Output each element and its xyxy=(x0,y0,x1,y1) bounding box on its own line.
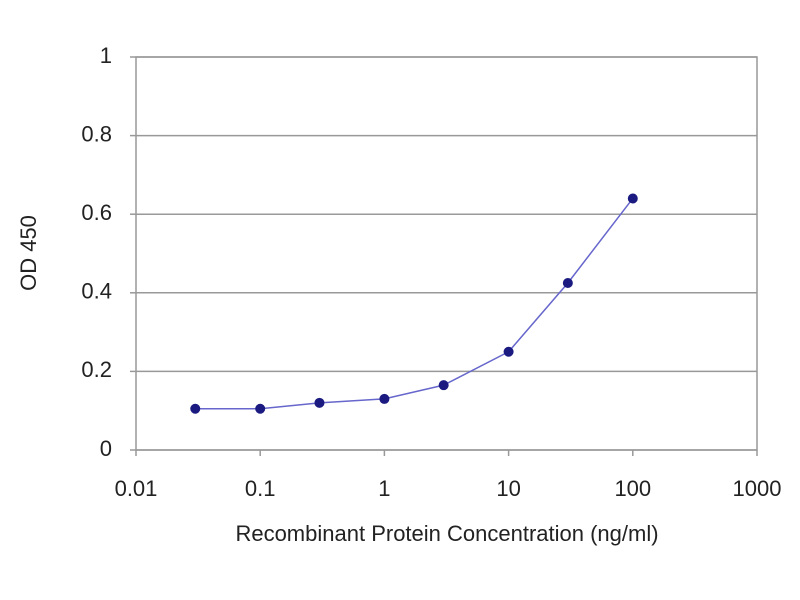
data-point xyxy=(438,380,449,391)
y-axis-label: OD 450 xyxy=(16,215,41,291)
series-line xyxy=(195,198,634,410)
x-tick-label: 10 xyxy=(496,476,520,501)
y-tick-label: 0 xyxy=(100,436,112,461)
data-point xyxy=(190,403,201,414)
x-tick-label: 1 xyxy=(378,476,390,501)
data-point xyxy=(503,346,514,357)
data-point xyxy=(255,403,266,414)
data-point xyxy=(379,393,390,404)
y-tick-label: 0.4 xyxy=(81,279,112,304)
y-tick-label: 0.6 xyxy=(81,200,112,225)
data-point xyxy=(562,277,573,288)
x-axis-label: Recombinant Protein Concentration (ng/ml… xyxy=(235,521,658,546)
y-tick-label: 0.2 xyxy=(81,357,112,382)
y-tick-label: 1 xyxy=(100,43,112,68)
data-point xyxy=(314,397,325,408)
x-tick-label: 100 xyxy=(614,476,651,501)
y-tick-label: 0.8 xyxy=(81,121,112,146)
x-tick-label: 1000 xyxy=(733,476,782,501)
x-tick-label: 0.01 xyxy=(115,476,158,501)
plot-area xyxy=(135,56,758,451)
data-point xyxy=(627,193,638,204)
x-tick-label: 0.1 xyxy=(245,476,276,501)
